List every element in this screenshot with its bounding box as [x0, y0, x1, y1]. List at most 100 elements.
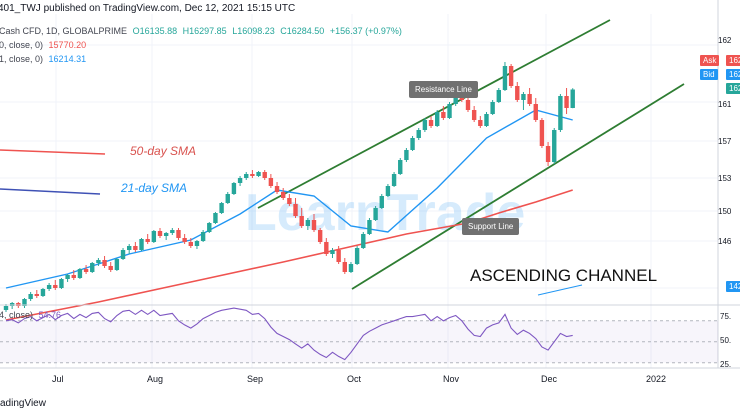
candle — [385, 184, 391, 197]
candle — [287, 194, 292, 206]
candle-body — [398, 160, 403, 174]
ma50-legend[interactable]: 0, close, 0) 15770.20 — [0, 40, 86, 50]
rsi-tick: 75. — [720, 312, 732, 321]
candle-body — [59, 279, 64, 288]
candle — [379, 194, 384, 209]
candle — [250, 170, 255, 178]
candle — [354, 246, 360, 265]
candle — [59, 278, 64, 289]
candle-body — [342, 262, 347, 272]
candle — [428, 116, 434, 128]
sma21-annotation: 21-day SMA — [121, 181, 188, 195]
candle-body — [361, 234, 366, 248]
candle-body — [373, 208, 378, 220]
candle-body — [200, 232, 206, 241]
sma21-leader-line — [0, 188, 101, 195]
candle-body — [311, 220, 317, 230]
candle — [311, 214, 317, 232]
candle — [151, 230, 157, 243]
rsi-legend[interactable]: 4, close) 54.76 — [0, 310, 61, 320]
candle — [508, 64, 514, 88]
candle-body — [237, 178, 243, 183]
candle — [496, 88, 501, 103]
time-label-aug: Aug — [147, 374, 164, 384]
candle-body — [459, 96, 465, 100]
candle-body — [447, 104, 452, 118]
candle-body — [435, 112, 440, 126]
candle — [545, 142, 551, 166]
candle — [108, 262, 113, 272]
candle — [83, 265, 89, 274]
candle — [490, 100, 495, 115]
candle-body — [176, 230, 181, 238]
candle-body — [262, 172, 267, 178]
candle — [324, 238, 329, 256]
symbol-legend: Cash CFD, 1D, GLOBALPRIME O16135.88 H162… — [0, 26, 402, 36]
candle-body — [515, 86, 520, 100]
ask-value: 162 — [726, 55, 740, 66]
channel-title: ASCENDING CHANNEL — [470, 266, 658, 285]
candle-body — [83, 269, 89, 272]
last-price-value: 162 — [726, 83, 740, 94]
candle-body — [570, 89, 575, 108]
time-label-nov: Nov — [443, 374, 460, 384]
sma21-price-tag: 142 — [726, 281, 740, 292]
rsi-legend-value: 54.76 — [38, 310, 62, 320]
candles — [3, 62, 575, 312]
candle — [96, 258, 101, 266]
ma50-legend-value: 15770.20 — [48, 40, 87, 50]
candle-body — [552, 130, 557, 162]
candle — [213, 212, 218, 224]
candle-body — [77, 269, 83, 278]
candle — [262, 170, 267, 180]
candle — [570, 88, 575, 109]
gridlines — [0, 14, 718, 368]
ma21-legend[interactable]: 1, close, 0) 16214.31 — [0, 54, 86, 64]
candle — [256, 171, 261, 177]
candle — [127, 244, 132, 254]
candle-body — [225, 194, 230, 203]
bid-value: 162 — [726, 69, 740, 80]
candle-body — [40, 289, 46, 296]
candle — [225, 192, 230, 204]
candle-body — [478, 120, 483, 126]
candle-body — [558, 96, 563, 130]
candle — [157, 228, 163, 238]
candle — [552, 128, 557, 164]
low-value: L16098.23 — [232, 26, 275, 36]
candle — [299, 208, 304, 228]
candle-body — [533, 104, 538, 120]
candle-body — [71, 275, 76, 278]
candle — [348, 262, 354, 273]
candle — [435, 110, 440, 127]
tradingview-brand[interactable]: adingView — [0, 398, 46, 409]
rsi-legend-label: 4, close) — [0, 310, 34, 320]
sma50-annotation: 50-day SMA — [130, 144, 197, 158]
candle — [145, 234, 150, 244]
symbol-line: Cash CFD, 1D, GLOBALPRIME — [0, 26, 128, 36]
candle-body — [416, 130, 421, 138]
candle-body — [299, 216, 304, 226]
candle — [564, 88, 569, 114]
close-value: C16284.50 — [280, 26, 325, 36]
ma21-legend-value: 16214.31 — [48, 54, 87, 64]
candle-body — [213, 213, 218, 223]
candle — [71, 270, 76, 280]
candle-body — [244, 174, 249, 178]
candle — [219, 202, 224, 214]
resistance-line — [257, 19, 611, 209]
candle — [336, 246, 341, 264]
support-line-label: Support Line — [462, 218, 520, 235]
candle — [342, 258, 347, 274]
candle-body — [422, 120, 428, 130]
rsi-tick: 25. — [720, 360, 732, 369]
candle-body — [441, 112, 446, 118]
candle — [207, 222, 212, 233]
candle-body — [527, 94, 532, 104]
publisher-line: 401_TWJ published on TradingView.com, De… — [0, 3, 296, 14]
candle-body — [102, 260, 107, 266]
high-value: H16297.85 — [182, 26, 227, 36]
candle-body — [268, 178, 274, 186]
price-tick: 157 — [718, 137, 732, 146]
